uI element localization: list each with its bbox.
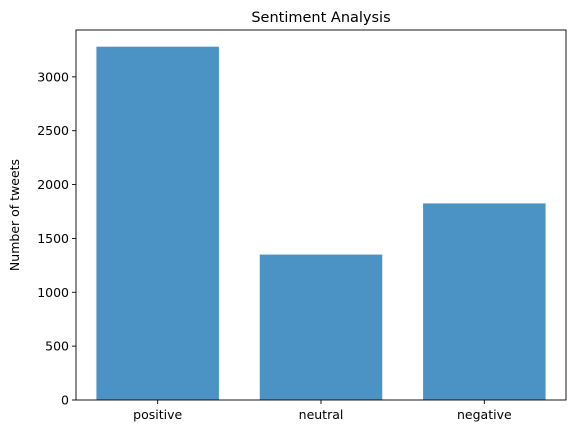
- bar-negative: [423, 203, 546, 400]
- y-tick-label: 3000: [37, 69, 69, 84]
- x-tick-label: negative: [457, 407, 512, 422]
- y-axis-label: Number of tweets: [7, 159, 22, 271]
- bar-neutral: [259, 254, 383, 400]
- bar-positive: [96, 46, 219, 400]
- y-tick-label: 500: [45, 339, 69, 354]
- x-tick-label: positive: [133, 407, 182, 422]
- bars-layer: [96, 46, 546, 400]
- y-tick-label: 1000: [37, 285, 69, 300]
- chart-title: Sentiment Analysis: [251, 10, 390, 26]
- y-tick-label: 1500: [37, 231, 69, 246]
- x-tick-label: neutral: [299, 407, 344, 422]
- axes-layer: positive neutral negative 0 500 1000 1500 2000 2…: [37, 29, 567, 422]
- y-tick-label: 2500: [37, 123, 69, 138]
- y-tick-label: 0: [61, 393, 69, 408]
- plot-frame: [75, 29, 567, 401]
- y-tick-label: 2000: [37, 177, 69, 192]
